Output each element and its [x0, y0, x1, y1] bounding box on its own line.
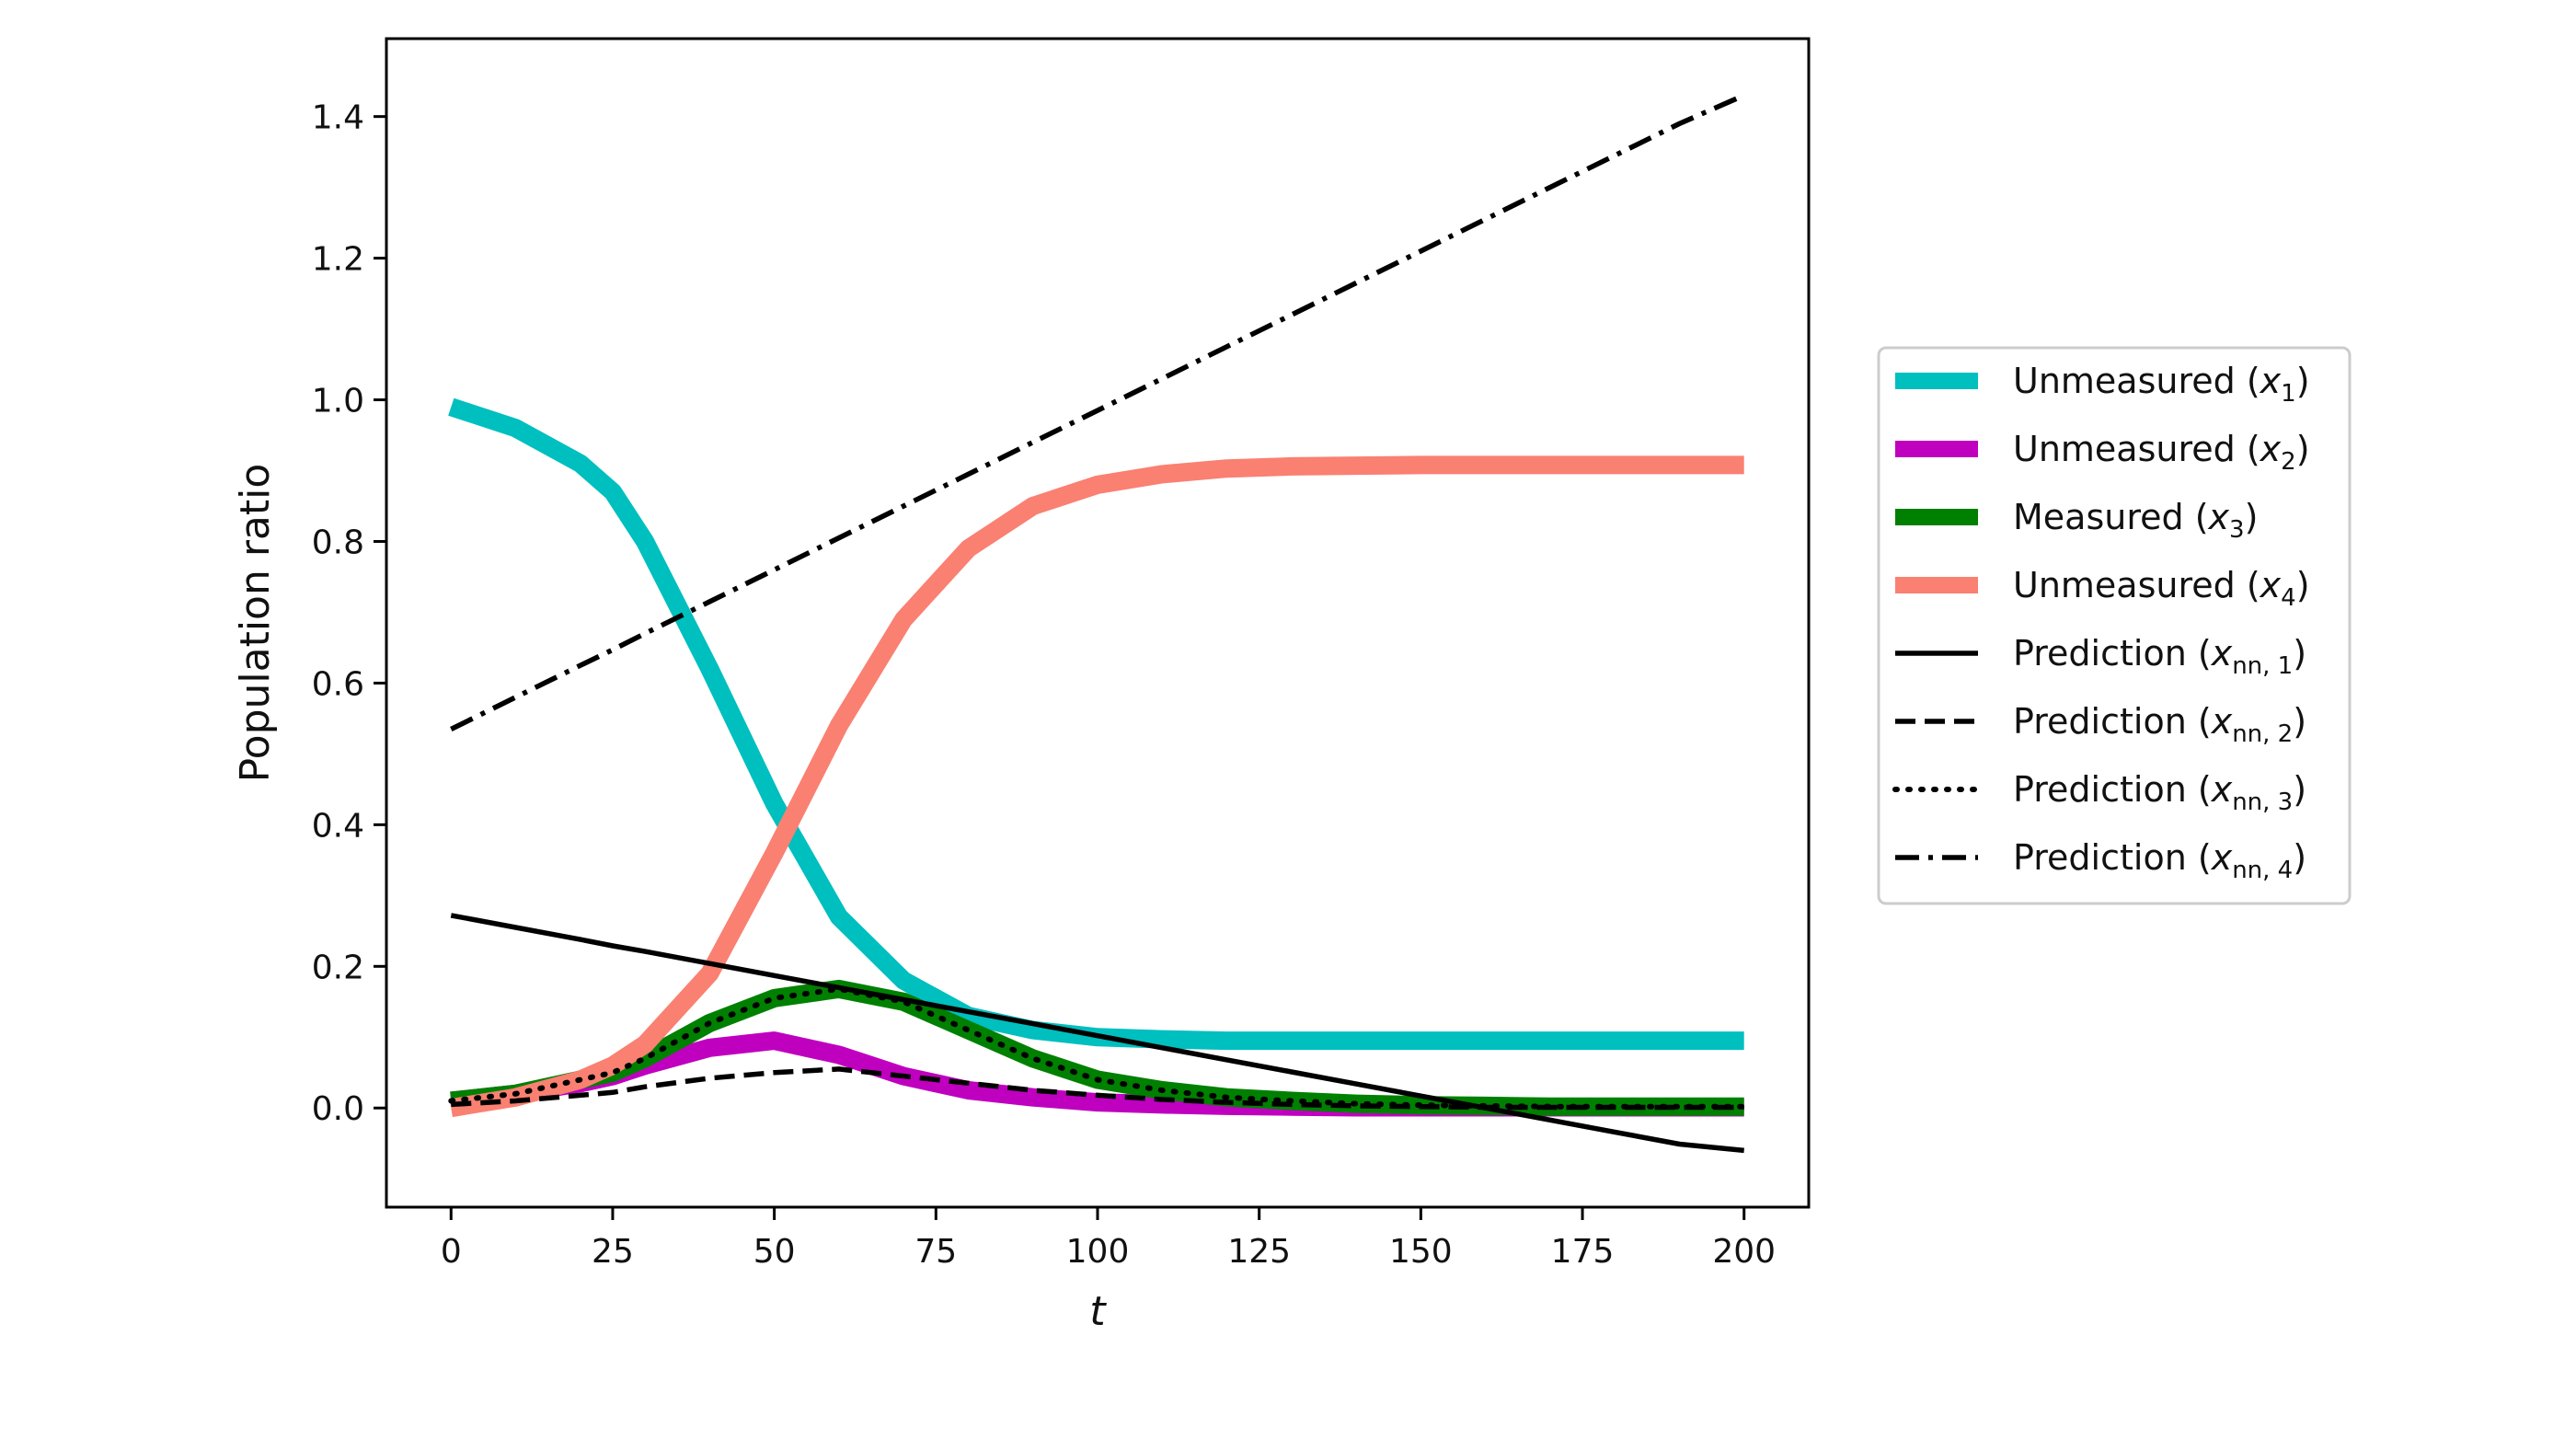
legend-label-8: Prediction (xnn, 4) [2013, 837, 2306, 884]
x-tick-label: 0 [441, 1233, 462, 1271]
x-tick-label: 125 [1227, 1233, 1291, 1271]
series-line-8 [450, 93, 1745, 731]
legend-label-6: Prediction (xnn, 2) [2013, 701, 2306, 748]
y-tick-label: 0.2 [312, 949, 364, 986]
x-tick-label: 25 [592, 1233, 634, 1271]
x-tick-label: 175 [1551, 1233, 1615, 1271]
y-tick-label: 1.0 [312, 383, 364, 420]
x-tick-label: 75 [914, 1233, 957, 1271]
x-tick-label: 200 [1712, 1233, 1776, 1271]
series-layer [448, 93, 1747, 1154]
legend-label-7: Prediction (xnn, 3) [2013, 769, 2306, 816]
y-tick-label: 0.6 [312, 665, 364, 703]
legend-label-1: Unmeasured (x1) [2013, 361, 2310, 408]
x-axis: 0 25 50 75 100 125 150 175 200 [441, 1207, 1776, 1271]
y-tick-label: 0.0 [312, 1090, 364, 1128]
legend-label-2: Unmeasured (x2) [2013, 429, 2310, 476]
legend-label-3: Measured (x3) [2013, 497, 2258, 544]
y-axis: 0.0 0.2 0.4 0.6 0.8 1.0 1.2 1.4 [312, 99, 386, 1128]
series-line-5 [450, 913, 1744, 1154]
x-axis-label: t [1089, 1288, 1107, 1335]
y-axis-label: Population ratio [232, 464, 279, 783]
series-line-4 [449, 455, 1744, 1118]
y-tick-label: 1.2 [312, 241, 364, 279]
x-tick-label: 150 [1389, 1233, 1453, 1271]
y-tick-label: 1.4 [312, 99, 364, 137]
series-line-6 [451, 1066, 1744, 1111]
y-tick-label: 0.8 [312, 524, 364, 561]
legend-label-5: Prediction (xnn, 1) [2013, 633, 2306, 680]
legend-label-4: Unmeasured (x4) [2013, 565, 2310, 612]
series-line-1 [448, 397, 1744, 1051]
legend: Unmeasured (x1) Unmeasured (x2) Measured (… [1877, 346, 2352, 905]
y-tick-label: 0.4 [312, 807, 364, 845]
x-tick-label: 50 [753, 1233, 796, 1271]
x-tick-label: 100 [1066, 1233, 1130, 1271]
legend-frame [1877, 346, 2352, 905]
series-line-7 [448, 985, 1747, 1110]
